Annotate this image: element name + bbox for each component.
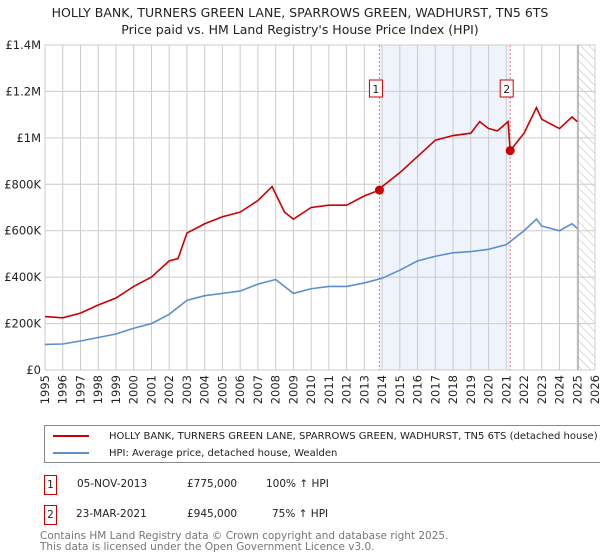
sale-badge: 1 (44, 475, 57, 495)
x-tick-label: 2019 (464, 375, 478, 404)
footer-line: Contains HM Land Registry data © Crown c… (40, 530, 449, 542)
sale-hpi: 75% ↑ HPI (272, 508, 329, 520)
sale-badge: 2 (44, 505, 57, 525)
x-tick-label: 2007 (251, 375, 265, 404)
sale-date: 23-MAR-2021 (76, 508, 147, 520)
legend-label: HPI: Average price, detached house, Weal… (109, 447, 338, 459)
sale-period-shading (379, 45, 511, 370)
y-tick-label: £800K (4, 177, 41, 191)
sale-point (505, 146, 515, 156)
x-tick-label: 2015 (393, 375, 407, 404)
y-tick-label: £0 (26, 363, 41, 377)
legend: HOLLY BANK, TURNERS GREEN LANE, SPARROWS… (44, 425, 600, 463)
sale-row-1: 1 05-NOV-2013 £775,000 100% ↑ HPI (44, 475, 544, 495)
x-tick-label: 2009 (286, 375, 300, 404)
sale-price: £775,000 (187, 478, 238, 490)
x-tick-label: 2003 (180, 375, 194, 404)
x-tick-label: 2020 (482, 375, 496, 404)
x-tick-label: 2000 (127, 375, 141, 404)
x-tick-label: 2025 (570, 375, 584, 404)
x-tick-label: 2024 (553, 375, 567, 404)
x-tick-label: 2018 (446, 375, 460, 404)
x-tick-label: 1997 (73, 375, 87, 404)
y-tick-label: £200K (4, 317, 41, 331)
x-tick-label: 2011 (322, 375, 336, 404)
x-tick-label: 2002 (162, 375, 176, 404)
x-tick-label: 2006 (233, 375, 247, 404)
y-tick-label: £400K (4, 270, 41, 284)
sale-label: 2 (503, 83, 510, 96)
subtitle-line: Price paid vs. HM Land Registry's House … (121, 22, 479, 37)
x-tick-label: 2017 (428, 375, 442, 404)
future-hatch (578, 45, 595, 370)
x-tick-label: 1995 (38, 375, 52, 404)
sale-label-box (499, 79, 514, 98)
x-tick-label: 2012 (340, 375, 354, 404)
title-line: HOLLY BANK, TURNERS GREEN LANE, SPARROWS… (51, 5, 549, 20)
chart-title: HOLLY BANK, TURNERS GREEN LANE, SPARROWS… (0, 4, 600, 38)
x-tick-label: 2005 (215, 375, 229, 404)
x-tick-label: 2016 (411, 375, 425, 404)
footer-line: This data is licensed under the Open Gov… (40, 541, 375, 553)
legend-swatch-blue (53, 452, 89, 454)
x-tick-label: 1999 (109, 375, 123, 404)
x-tick-label: 2013 (357, 375, 371, 404)
y-tick-label: £1.2M (5, 84, 41, 98)
sale-label-box (368, 79, 383, 98)
sale-date: 05-NOV-2013 (77, 478, 148, 490)
footer: Contains HM Land Registry data © Crown c… (40, 531, 448, 553)
x-tick-label: 2026 (588, 375, 600, 404)
y-tick-label: £1.4M (5, 38, 41, 52)
x-tick-label: 2022 (517, 375, 531, 404)
sale-label: 1 (372, 83, 379, 96)
sale-row-2: 2 23-MAR-2021 £945,000 75% ↑ HPI (44, 505, 544, 525)
price-chart: 1995 1996 1997 1998 1999 2000 2001 2002 2003 2004… (4, 38, 600, 404)
x-tick-label: 2010 (304, 375, 318, 404)
legend-swatch-red (53, 435, 89, 437)
legend-item-property: HOLLY BANK, TURNERS GREEN LANE, SPARROWS… (45, 428, 598, 444)
x-tick-label: 2004 (198, 375, 212, 404)
x-tick-label: 2023 (535, 375, 549, 404)
x-tick-label: 2014 (375, 375, 389, 404)
x-tick-label: 2001 (144, 375, 158, 404)
hpi-line (44, 217, 578, 346)
y-tick-label: £600K (4, 224, 41, 238)
y-tick-label: £1M (16, 131, 41, 145)
sale-hpi: 100% ↑ HPI (266, 478, 329, 490)
x-tick-label: 2008 (269, 375, 283, 404)
x-tick-label: 1996 (56, 375, 70, 404)
x-tick-label: 1998 (91, 375, 105, 404)
property-price-line (44, 105, 578, 319)
legend-label: HOLLY BANK, TURNERS GREEN LANE, SPARROWS… (109, 430, 598, 442)
x-tick-label: 2021 (499, 375, 513, 404)
sale-price: £945,000 (187, 508, 238, 520)
legend-item-hpi: HPI: Average price, detached house, Weal… (45, 445, 337, 461)
sale-point (374, 185, 384, 195)
